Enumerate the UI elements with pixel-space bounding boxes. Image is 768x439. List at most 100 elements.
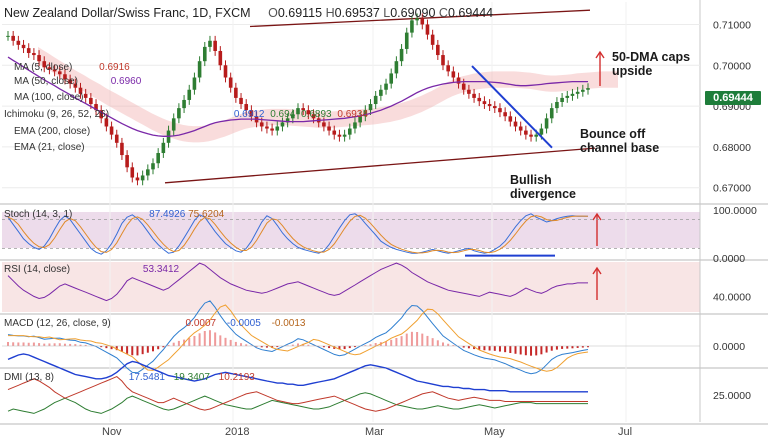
candle-body bbox=[327, 126, 331, 131]
candle-body bbox=[337, 134, 342, 137]
candle-body bbox=[208, 40, 212, 47]
candle-body bbox=[498, 108, 502, 113]
low-value: 0.69090 bbox=[390, 6, 436, 20]
legend-dmi[interactable]: DMI (13, 8) 17.5481 19.3407 10.2193 bbox=[4, 372, 255, 383]
macd-tick-label: 0.0000 bbox=[713, 341, 745, 353]
legend-rsi[interactable]: RSI (14, close) 53.3412 bbox=[4, 264, 180, 275]
dmi-minus-value: 19.3407 bbox=[173, 372, 210, 383]
legend-ichimoku[interactable]: Ichimoku (9, 26, 52, 26) 0.6912 0.694 0.… bbox=[4, 109, 368, 120]
candle-body bbox=[358, 116, 362, 123]
time-tick-label: 2018 bbox=[225, 426, 249, 438]
candle-body bbox=[534, 134, 539, 137]
channel-bottom-line bbox=[164, 147, 596, 184]
candle-body bbox=[83, 93, 88, 98]
candle-body bbox=[581, 89, 585, 92]
candle-body bbox=[570, 93, 575, 96]
candle-body bbox=[63, 74, 67, 80]
candle-body bbox=[513, 121, 518, 127]
candle-body bbox=[16, 40, 21, 45]
adx-line bbox=[7, 353, 588, 393]
candle-body bbox=[363, 110, 368, 117]
legend-ma5[interactable]: MA (5, close) 0.6916 bbox=[14, 62, 130, 73]
price-up-arrow-head bbox=[595, 50, 605, 59]
legend-ema200[interactable]: EMA (200, close) bbox=[14, 126, 91, 137]
candle-body bbox=[586, 88, 590, 90]
candle-body bbox=[332, 130, 337, 135]
candle-body bbox=[244, 104, 249, 111]
candle-body bbox=[451, 71, 456, 78]
adx-value: 10.2193 bbox=[218, 372, 255, 383]
candle-body bbox=[389, 73, 394, 84]
candle-body bbox=[503, 112, 507, 117]
candle-body bbox=[575, 91, 580, 94]
candle-body bbox=[171, 118, 176, 131]
stoch-d-line bbox=[7, 214, 589, 254]
candle-body bbox=[156, 153, 160, 164]
candle-body bbox=[410, 20, 414, 33]
stoch-up-arrow-head bbox=[592, 212, 602, 221]
candle-body bbox=[78, 87, 83, 94]
candle-body bbox=[342, 134, 347, 137]
macd-signal-line bbox=[8, 304, 589, 372]
candle-body bbox=[109, 126, 114, 135]
candle-body bbox=[125, 155, 129, 168]
candle-body bbox=[270, 128, 274, 131]
candle-body bbox=[555, 102, 559, 109]
candle-body bbox=[239, 97, 243, 105]
candle-body bbox=[394, 61, 399, 74]
candle-body bbox=[296, 108, 300, 115]
candle-body bbox=[472, 93, 476, 98]
ichimoku-span-a: 0.6893 bbox=[301, 109, 332, 120]
legend-stoch[interactable]: Stoch (14, 3, 1) 87.4926 75.6204 bbox=[4, 209, 225, 220]
candle-body bbox=[301, 108, 305, 111]
candle-body bbox=[524, 130, 528, 135]
legend-ma100[interactable]: MA (100, close) bbox=[14, 92, 84, 103]
time-tick-label: Nov bbox=[102, 426, 122, 438]
annotation-bounce: Bounce off channel base bbox=[580, 127, 660, 155]
legend-macd[interactable]: MACD (12, 26, close, 9) 0.0007 -0.0005 -… bbox=[4, 318, 306, 329]
candle-body bbox=[477, 97, 482, 102]
candle-body bbox=[549, 108, 554, 119]
stoch-tick-label: 0.0000 bbox=[713, 253, 745, 265]
candle-body bbox=[89, 97, 93, 105]
time-tick-label: Mar bbox=[365, 426, 384, 438]
candle-body bbox=[539, 128, 544, 135]
candle-body bbox=[47, 67, 52, 70]
candle-body bbox=[529, 134, 533, 137]
macd-value: -0.0005 bbox=[226, 318, 261, 329]
candle-body bbox=[446, 65, 450, 72]
time-tick-label: Jul bbox=[618, 426, 632, 438]
legend-ma50[interactable]: MA (50, close) 0.6960 bbox=[14, 76, 142, 87]
candle-body bbox=[52, 69, 57, 72]
candle-body bbox=[259, 122, 264, 127]
candle-body bbox=[218, 50, 223, 66]
candle-body bbox=[120, 142, 124, 156]
candle-body bbox=[291, 114, 295, 119]
rsi-up-arrow-head bbox=[592, 266, 602, 275]
candle-body bbox=[161, 142, 166, 154]
candle-body bbox=[249, 110, 254, 117]
ichimoku-span-b: 0.6934 bbox=[337, 109, 368, 120]
candle-body bbox=[130, 167, 135, 178]
candle-body bbox=[57, 71, 62, 75]
candle-body bbox=[94, 104, 98, 111]
candle-body bbox=[311, 114, 316, 119]
candle-body bbox=[461, 83, 466, 90]
legend-ema21[interactable]: EMA (21, close) bbox=[14, 142, 85, 153]
ma50-value: 0.6960 bbox=[110, 76, 142, 87]
macd-signal-value: -0.0013 bbox=[271, 318, 306, 329]
candle-body bbox=[420, 18, 425, 25]
candle-body bbox=[285, 118, 290, 123]
candle-body bbox=[26, 48, 31, 54]
symbol-title: New Zealand Dollar/Swiss Franc, 1D, FXCM bbox=[4, 6, 251, 20]
candle-body bbox=[234, 87, 238, 98]
macd-line bbox=[7, 300, 589, 375]
candle-body bbox=[140, 175, 145, 181]
candle-body bbox=[223, 65, 228, 78]
dmi-plus-line bbox=[7, 392, 588, 414]
candle-body bbox=[368, 104, 373, 111]
candle-body bbox=[182, 99, 186, 109]
price-tick-label: 0.71000 bbox=[713, 19, 751, 31]
ichimoku-cloud bbox=[38, 46, 618, 143]
